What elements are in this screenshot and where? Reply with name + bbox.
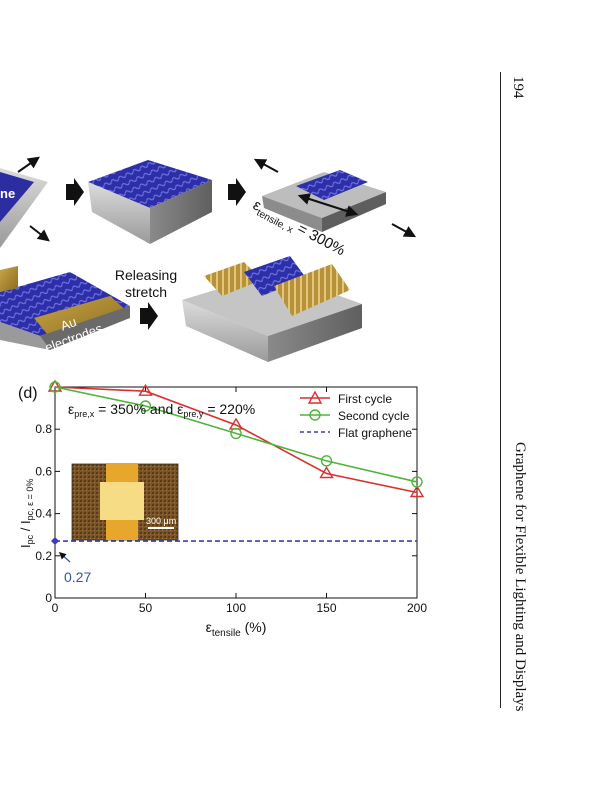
x-axis-title: εtensile (%) [206,619,267,639]
point-second-cycle [49,381,61,393]
point-first-cycle [47,379,63,392]
value-callout-arrow [58,552,71,563]
x-tick-label: 200 [407,601,427,615]
legend-label-first-cycle: First cycle [338,392,392,406]
running-header-rule [500,72,501,708]
schematic-stage-4: Auelectrodes [0,266,130,355]
legend-item-flat-graphene: Flat graphene [300,426,412,440]
y-axis-title: Ipc / Ipc, ε = 0% [18,479,35,548]
schematic-stage-2 [88,160,212,244]
x-tick-label: 50 [139,601,153,615]
stretch-arrow-left [253,158,279,173]
legend-item-first-cycle: First cycle [300,390,392,406]
schematic-stage-1: ne [0,156,50,248]
point-second-cycle [139,400,152,412]
legend: First cycle Second cycle Flat graphene [300,390,412,440]
process-arrow [140,302,158,330]
inset-micrograph: 300 μm [71,463,179,541]
y-tick-label: 0.2 [35,549,52,563]
legend-label-second-cycle: Second cycle [338,409,410,423]
y-tick-label: 0 [45,591,52,605]
y-tick-label: 0.4 [35,507,52,521]
figure: ne εtensile, x = 300% [0,156,427,639]
point-first-cycle [138,383,153,396]
stage1-partial-label: ne [0,186,15,201]
x-tick-label: 0 [52,601,59,615]
process-arrow [228,178,246,206]
point-second-cycle [411,476,423,488]
legend-label-flat-graphene: Flat graphene [338,426,412,440]
prestrain-annotation: εpre,x = 350% and εpre,y = 220% [68,401,255,419]
point-flat-graphene [51,537,59,546]
point-first-cycle [319,466,334,479]
point-first-cycle [409,485,425,498]
y-tick-label: 0.6 [35,464,52,478]
running-title: Graphene for Flexible Lighting and Displ… [512,442,528,712]
strain-span-arrow [297,193,359,217]
series-line-second-cycle [54,386,418,483]
x-tick-label: 100 [226,601,246,615]
point-second-cycle [320,455,333,467]
stretch-arrow-right [391,223,417,238]
schematic-stage-5 [182,256,362,362]
releasing-stretch-label: Releasing stretch [115,267,177,300]
process-arrow [66,178,84,206]
flat-value-annotation: 0.27 [64,569,91,585]
legend-item-second-cycle: Second cycle [300,409,410,423]
page-number: 194 [510,76,526,99]
panel-label: (d) [18,385,38,402]
x-tick-label: 150 [316,601,336,615]
schematic-stage-3: εtensile, x = 300% [250,158,417,259]
y-tick-label: 0.8 [35,422,52,436]
plot-area: 0 50 100 150 200 0 0.2 0.4 0.6 0.8 [35,379,427,615]
series-line-first-cycle [54,386,418,494]
point-second-cycle [230,427,242,440]
inset-scale-label: 300 μm [146,516,176,526]
stretch-arrow-up [17,156,40,173]
stretch-arrow-down [29,225,50,242]
